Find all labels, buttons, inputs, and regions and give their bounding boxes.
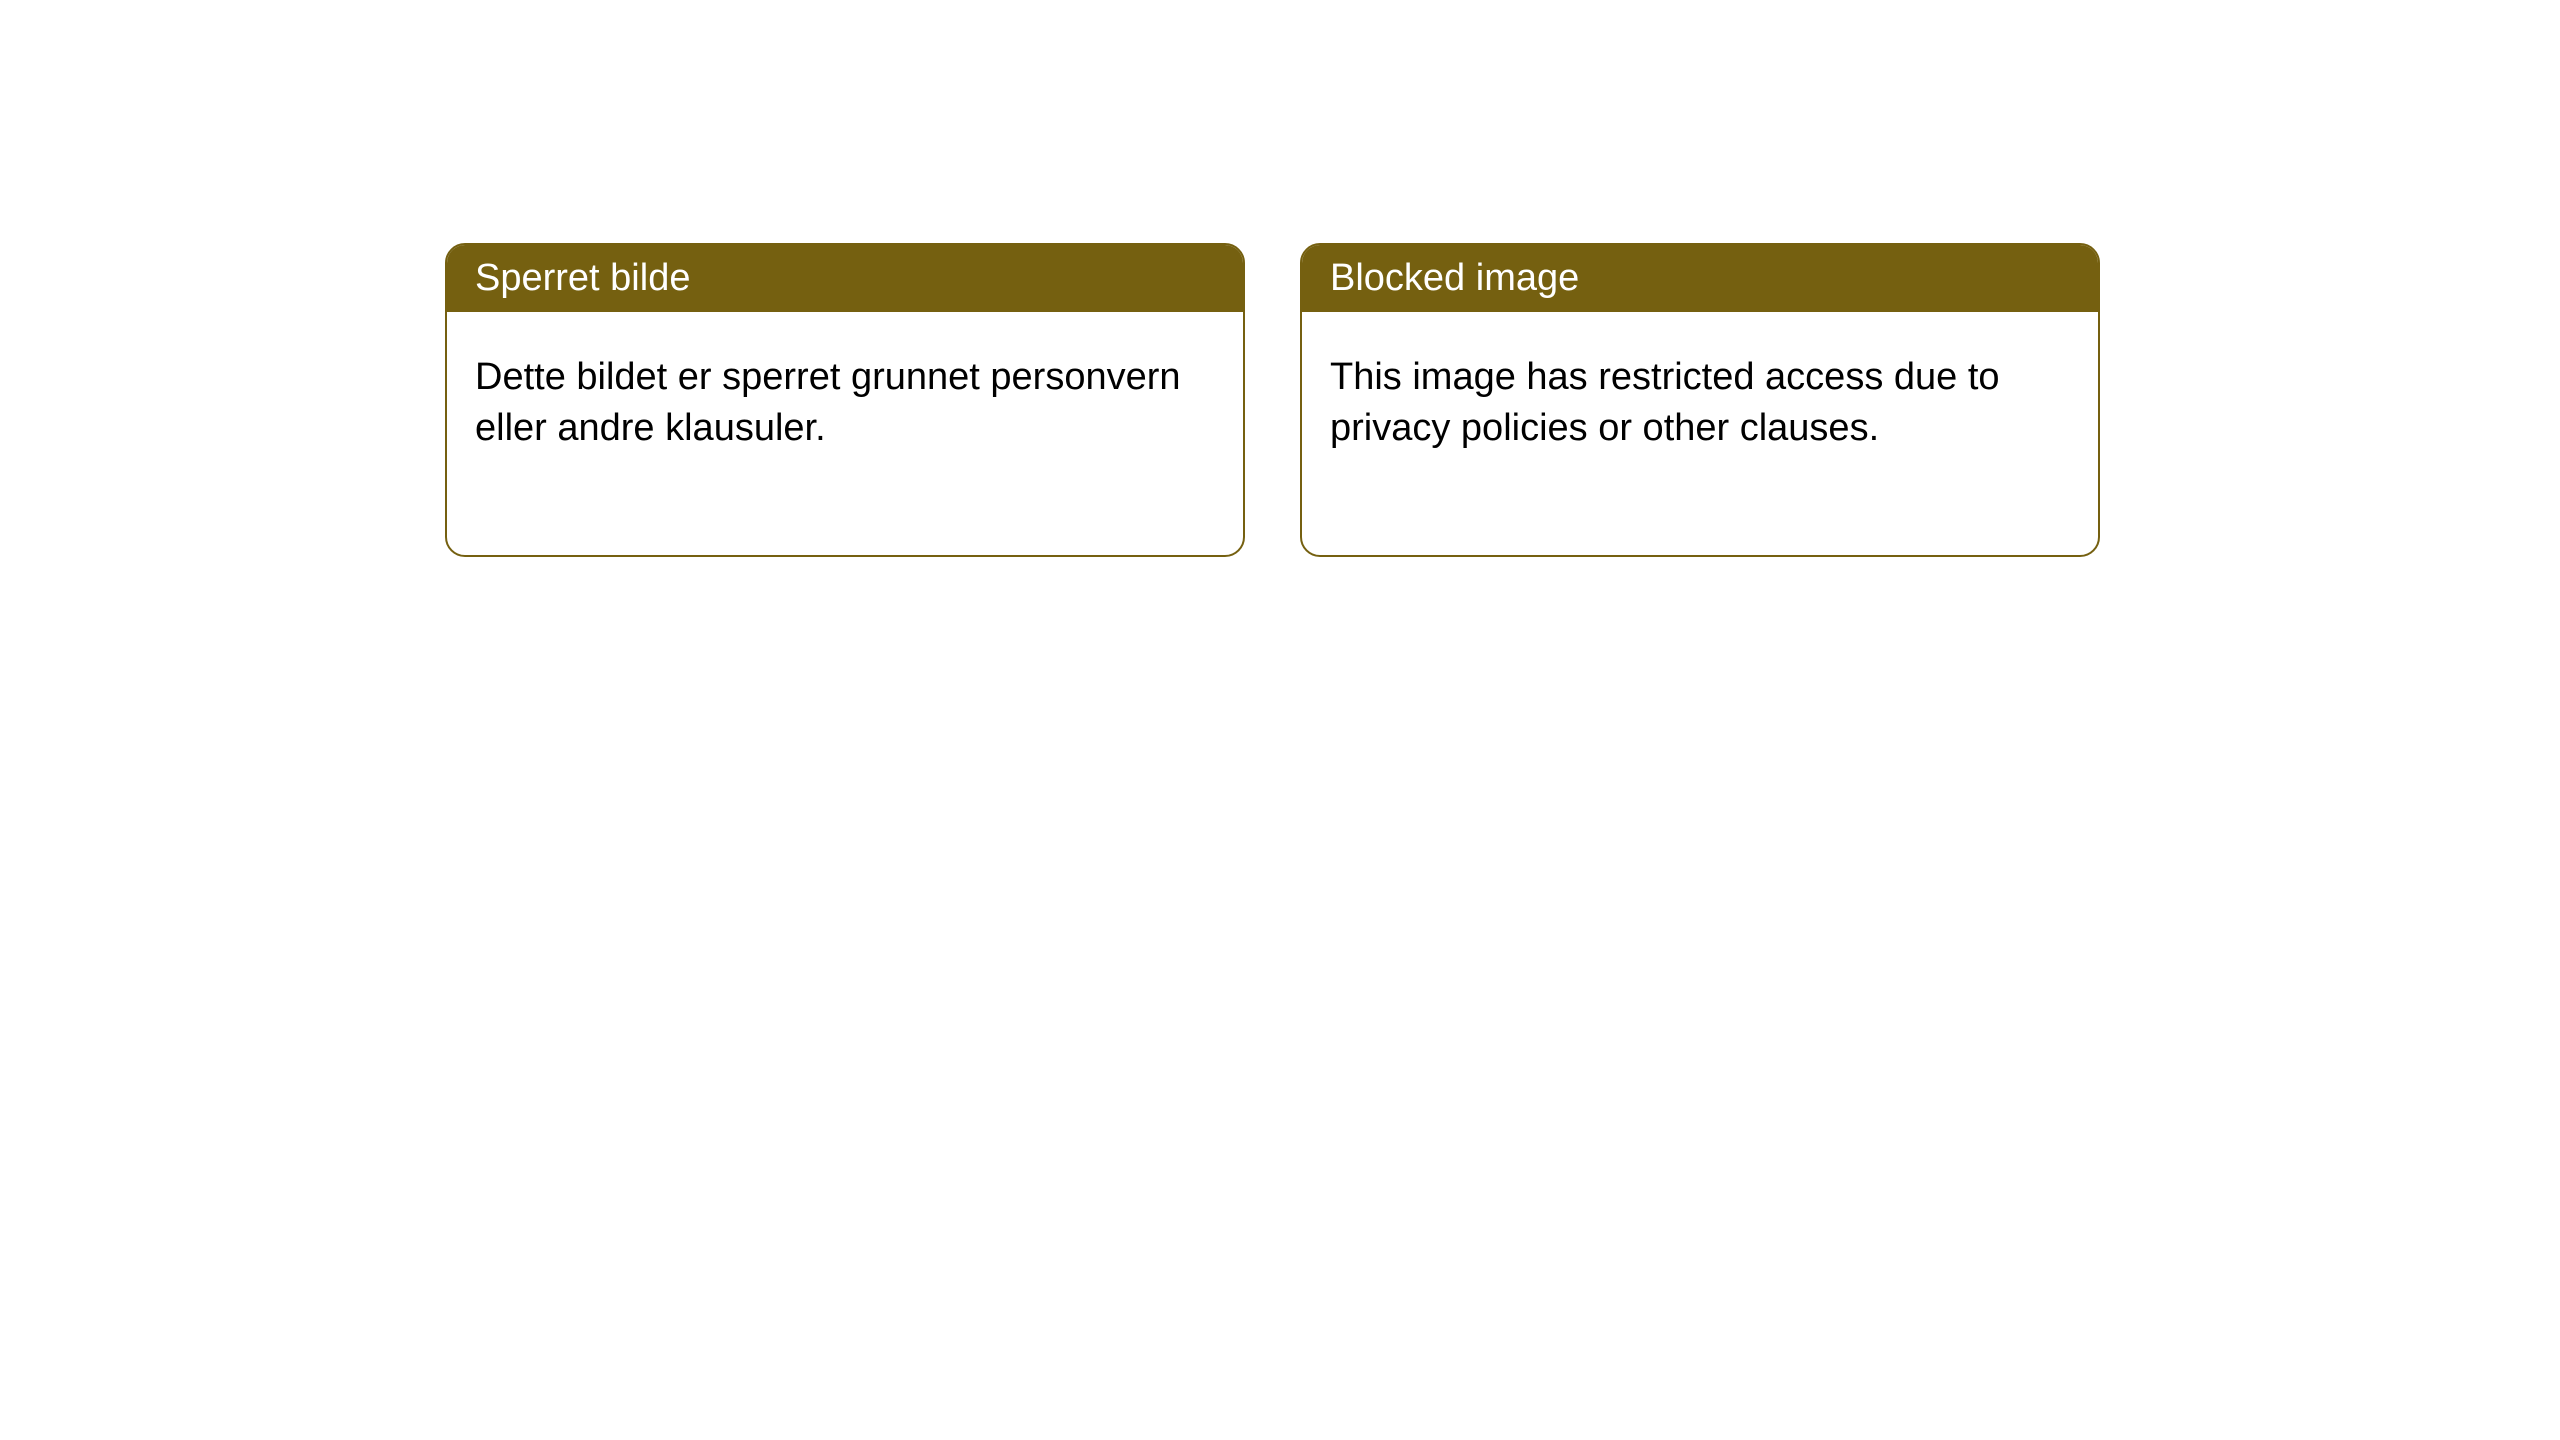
notice-panel-en: Blocked image This image has restricted … (1300, 243, 2100, 557)
notice-panels-container: Sperret bilde Dette bildet er sperret gr… (0, 0, 2560, 557)
notice-panel-no: Sperret bilde Dette bildet er sperret gr… (445, 243, 1245, 557)
notice-title-no: Sperret bilde (447, 245, 1243, 312)
notice-body-no: Dette bildet er sperret grunnet personve… (447, 312, 1243, 555)
notice-body-en: This image has restricted access due to … (1302, 312, 2098, 555)
notice-title-en: Blocked image (1302, 245, 2098, 312)
